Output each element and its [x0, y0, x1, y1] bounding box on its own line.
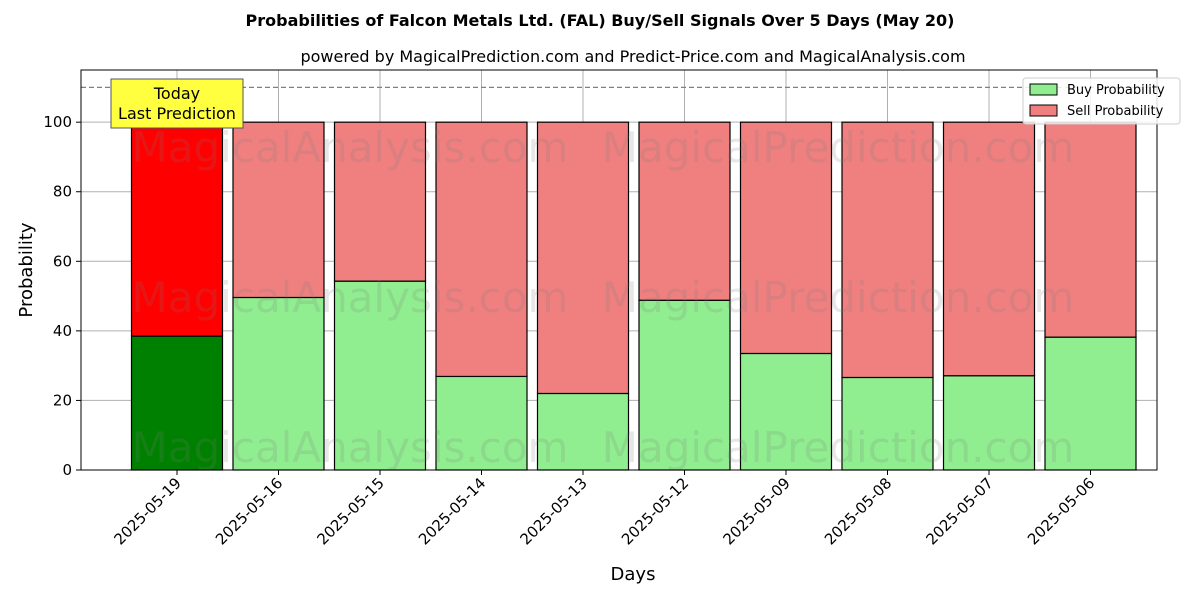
y-tick-label: 40 — [53, 322, 72, 340]
y-tick-label: 80 — [53, 183, 72, 201]
chart-title: Probabilities of Falcon Metals Ltd. (FAL… — [246, 11, 955, 30]
y-axis-label: Probability — [16, 222, 37, 317]
x-tick-label: 2025-05-14 — [415, 474, 489, 548]
bar-buy — [1044, 336, 1137, 471]
watermark-text: MagicalPrediction.com — [602, 273, 1075, 322]
bar-sell — [130, 121, 224, 337]
bar-buy — [739, 352, 833, 471]
bar-sell — [942, 121, 1036, 377]
bar-sell — [333, 121, 427, 282]
x-axis: 2025-05-19 2025-05-16 2025-05-15 2025-05-14… — [110, 470, 1098, 548]
watermark-text: MagicalAnalysis.com — [132, 423, 569, 472]
chart-subtitle: powered by MagicalPrediction.com and Pre… — [300, 47, 965, 66]
x-tick-label: 2025-05-13 — [516, 474, 590, 548]
annotation-box — [110, 78, 244, 129]
x-tick-label: 2025-05-09 — [719, 474, 793, 548]
legend: Buy Probability Sell Probability — [1022, 77, 1181, 125]
y-tick-label: 0 — [62, 461, 72, 479]
x-tick-label: 2025-05-07 — [922, 474, 996, 548]
annotation-text: Today — [153, 84, 200, 103]
bar-sell — [1044, 121, 1137, 338]
legend-label: Buy Probability — [1067, 83, 1165, 98]
legend-swatch — [1029, 83, 1058, 96]
legend-swatch — [1029, 104, 1058, 117]
x-tick-label: 2025-05-08 — [821, 474, 895, 548]
watermark-text: MagicalPrediction.com — [602, 423, 1075, 472]
watermarks: MagicalAnalysis.com MagicalPrediction.com… — [132, 123, 1075, 472]
bar-sell — [435, 121, 528, 378]
y-tick-label: 20 — [53, 391, 72, 409]
y-tick-label: 100 — [43, 113, 72, 131]
bar-sell — [536, 121, 630, 395]
x-tick-label: 2025-05-15 — [313, 474, 387, 548]
bar-sell — [841, 121, 934, 379]
x-tick-label: 2025-05-19 — [110, 474, 184, 548]
bar-buy — [536, 392, 630, 471]
legend-box — [1022, 77, 1181, 125]
plot-frame — [80, 69, 1158, 471]
bar-buy — [333, 280, 427, 471]
bars — [130, 121, 1137, 471]
bar-sell — [739, 121, 833, 355]
y-axis: 0 20 40 60 80 100 — [43, 113, 81, 479]
y-tick-label: 60 — [53, 252, 72, 270]
watermark-text: MagicalAnalysis.com — [132, 273, 569, 322]
bar-sell — [232, 121, 325, 299]
x-axis-label: Days — [611, 564, 656, 585]
x-tick-label: 2025-05-16 — [212, 474, 286, 548]
bar-sell — [638, 121, 731, 301]
bar-buy — [130, 335, 224, 471]
x-tick-label: 2025-05-12 — [618, 474, 692, 548]
x-tick-label: 2025-05-06 — [1024, 474, 1098, 548]
watermark-text: MagicalPrediction.com — [602, 123, 1075, 172]
bar-buy — [841, 376, 934, 471]
watermark-text: MagicalAnalysis.com — [132, 123, 569, 172]
annotation-text: Last Prediction — [118, 104, 236, 123]
bar-buy — [638, 299, 731, 471]
legend-label: Sell Probability — [1067, 104, 1164, 119]
bar-buy — [942, 375, 1036, 471]
